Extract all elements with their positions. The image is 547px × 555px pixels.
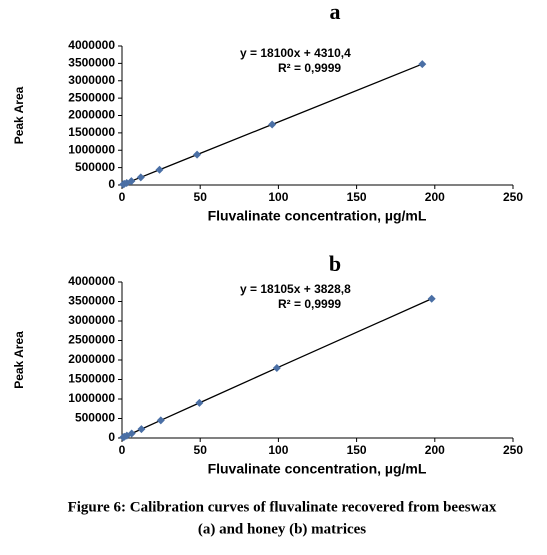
point	[137, 425, 146, 434]
point	[193, 150, 202, 159]
point	[418, 60, 427, 69]
chart-title: a	[330, 0, 341, 24]
point	[268, 120, 277, 129]
x-tick-label: 150	[347, 190, 367, 204]
point	[127, 177, 136, 186]
y-tick-label: 1000000	[68, 391, 115, 405]
y-axis-label: Peak Area	[12, 86, 26, 144]
point	[127, 429, 136, 438]
y-tick-label: 0	[108, 177, 115, 191]
caption: Figure 6: Calibration curves of fluvalin…	[68, 499, 497, 515]
y-tick-label: 1500000	[68, 125, 115, 139]
x-axis-label: Fluvalinate concentration, µg/mL	[208, 208, 427, 224]
x-tick-label: 0	[119, 190, 126, 204]
x-tick-label: 0	[119, 443, 126, 457]
x-tick-label: 250	[503, 190, 523, 204]
y-tick-label: 4000000	[68, 274, 115, 288]
y-tick-label: 2500000	[68, 90, 115, 104]
y-tick-label: 1500000	[68, 372, 115, 386]
point	[122, 431, 131, 440]
x-tick-label: 150	[347, 443, 367, 457]
annotation: R² = 0,9999	[278, 297, 341, 311]
annotation: R² = 0,9999	[278, 61, 341, 75]
x-tick-label: 100	[268, 443, 288, 457]
x-tick-label: 200	[425, 190, 445, 204]
point	[156, 416, 165, 425]
point	[195, 398, 204, 407]
x-tick-label: 200	[425, 443, 445, 457]
y-tick-label: 2000000	[68, 352, 115, 366]
caption: (a) and honey (b) matrices	[198, 521, 366, 537]
x-tick-label: 100	[268, 190, 288, 204]
x-tick-label: 50	[194, 190, 208, 204]
y-tick-label: 4000000	[68, 38, 115, 52]
point	[136, 173, 145, 182]
x-tick-label: 250	[503, 443, 523, 457]
chart-title: b	[329, 251, 341, 276]
y-tick-label: 1000000	[68, 142, 115, 156]
point	[272, 363, 281, 372]
y-axis-label: Peak Area	[12, 331, 26, 389]
x-tick-label: 50	[194, 443, 208, 457]
y-tick-label: 500000	[75, 160, 115, 174]
x-axis-label: Fluvalinate concentration, µg/mL	[208, 461, 427, 477]
y-tick-label: 2000000	[68, 108, 115, 122]
y-tick-label: 0	[108, 430, 115, 444]
y-tick-label: 500000	[75, 411, 115, 425]
y-tick-label: 3000000	[68, 313, 115, 327]
y-tick-label: 3500000	[68, 294, 115, 308]
point	[427, 294, 436, 303]
annotation: y = 18105x + 3828,8	[240, 282, 351, 296]
annotation: y = 18100x + 4310,4	[240, 46, 351, 60]
point	[155, 165, 164, 174]
y-tick-label: 3000000	[68, 73, 115, 87]
y-tick-label: 3500000	[68, 56, 115, 70]
y-tick-label: 2500000	[68, 333, 115, 347]
